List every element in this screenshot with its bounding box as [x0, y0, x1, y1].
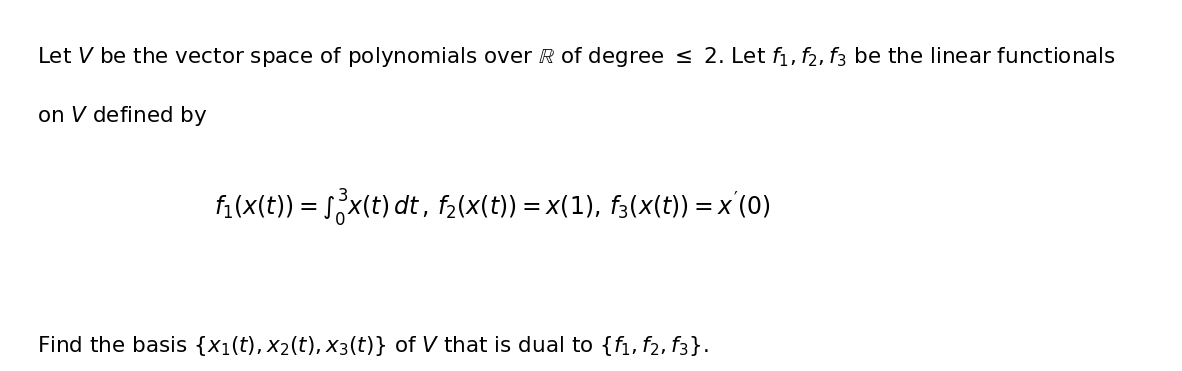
Text: Let $V$ be the vector space of polynomials over $\mathbb{R}$ of degree $\leq$ 2.: Let $V$ be the vector space of polynomia…: [38, 45, 1117, 69]
Text: $f_1(x(t)) = \int_0^3 x(t)\,dt\,,\, f_2(x(t)) = x(1),\, f_3(x(t)) = x^{\prime}(0: $f_1(x(t)) = \int_0^3 x(t)\,dt\,,\, f_2(…: [214, 188, 771, 228]
Text: on $V$ defined by: on $V$ defined by: [38, 104, 208, 128]
Text: Find the basis $\{x_1(t), x_2(t), x_3(t)\}$ of $V$ that is dual to $\{f_1, f_2, : Find the basis $\{x_1(t), x_2(t), x_3(t)…: [38, 334, 709, 358]
